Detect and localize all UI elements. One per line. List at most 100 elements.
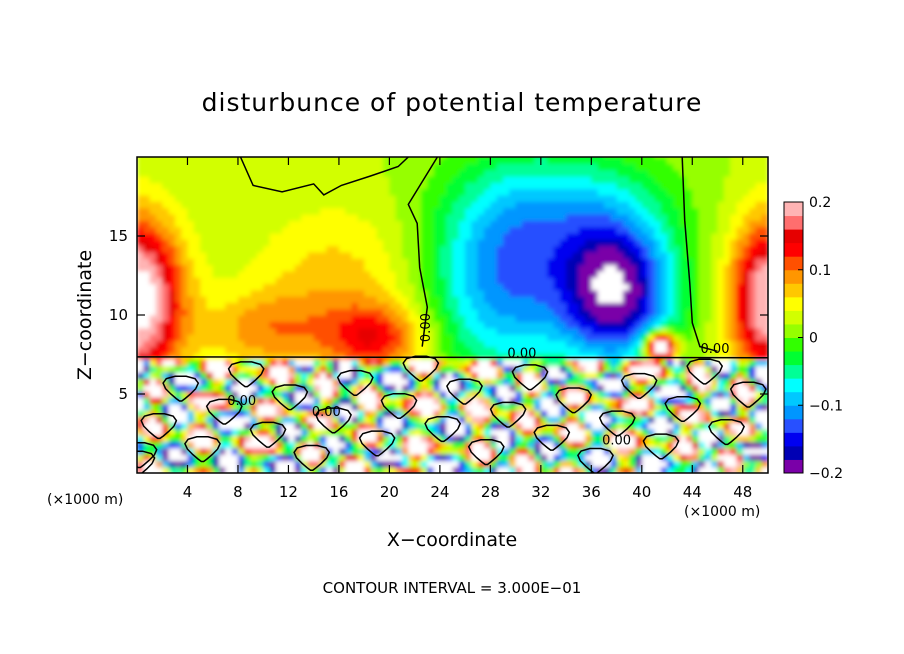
heatmap-cell: [414, 409, 422, 417]
heatmap-cell: [345, 264, 353, 272]
heatmap-cell: [269, 447, 277, 455]
heatmap-cell: [238, 220, 246, 228]
heatmap-cell: [357, 384, 365, 392]
heatmap-cell: [559, 188, 567, 196]
heatmap-cell: [629, 308, 637, 316]
heatmap-cell: [320, 296, 328, 304]
heatmap-cell: [250, 239, 258, 247]
heatmap-cell: [597, 409, 605, 417]
heatmap-cell: [540, 251, 548, 259]
heatmap-cell: [307, 422, 315, 430]
heatmap-cell: [351, 232, 359, 240]
heatmap-cell: [187, 182, 195, 190]
heatmap-cell: [402, 397, 410, 405]
heatmap-cell: [433, 327, 441, 335]
heatmap-cell: [231, 296, 239, 304]
heatmap-cell: [471, 201, 479, 209]
heatmap-cell: [503, 302, 511, 310]
heatmap-cell: [200, 327, 208, 335]
heatmap-cell: [206, 365, 214, 373]
heatmap-cell: [433, 245, 441, 253]
heatmap-cell: [408, 232, 416, 240]
heatmap-cell: [667, 232, 675, 240]
heatmap-cell: [591, 188, 599, 196]
heatmap-cell: [269, 251, 277, 259]
heatmap-cell: [225, 308, 233, 316]
heatmap-cell: [383, 460, 391, 468]
heatmap-cell: [496, 441, 504, 449]
heatmap-cell: [616, 226, 624, 234]
heatmap-cell: [168, 321, 176, 329]
heatmap-cell: [686, 239, 694, 247]
heatmap-cell: [288, 226, 296, 234]
heatmap-cell: [351, 384, 359, 392]
heatmap-cell: [509, 352, 517, 360]
heatmap-cell: [616, 327, 624, 335]
heatmap-cell: [200, 384, 208, 392]
heatmap-cell: [641, 416, 649, 424]
heatmap-cell: [742, 258, 750, 266]
heatmap-cell: [553, 176, 561, 184]
heatmap-cell: [219, 334, 227, 342]
heatmap-cell: [698, 352, 706, 360]
heatmap-cell: [162, 188, 170, 196]
heatmap-cell: [553, 308, 561, 316]
heatmap-cell: [143, 258, 151, 266]
heatmap-cell: [244, 239, 252, 247]
heatmap-cell: [509, 390, 517, 398]
heatmap-cell: [603, 302, 611, 310]
heatmap-cell: [496, 371, 504, 379]
heatmap-cell: [540, 447, 548, 455]
heatmap-cell: [572, 283, 580, 291]
heatmap-cell: [149, 334, 157, 342]
heatmap-cell: [591, 435, 599, 443]
heatmap-cell: [698, 226, 706, 234]
heatmap-cell: [320, 226, 328, 234]
heatmap-cell: [269, 163, 277, 171]
heatmap-cell: [200, 460, 208, 468]
heatmap-cell: [433, 207, 441, 215]
heatmap-cell: [477, 460, 485, 468]
heatmap-cell: [686, 207, 694, 215]
heatmap-cell: [704, 169, 712, 177]
heatmap-cell: [427, 239, 435, 247]
heatmap-cell: [742, 188, 750, 196]
heatmap-cell: [528, 232, 536, 240]
heatmap-cell: [351, 352, 359, 360]
heatmap-cell: [187, 239, 195, 247]
heatmap-cell: [193, 264, 201, 272]
heatmap-cell: [294, 283, 302, 291]
heatmap-cell: [521, 352, 529, 360]
heatmap-cell: [629, 213, 637, 221]
heatmap-cell: [282, 365, 290, 373]
heatmap-cell: [667, 201, 675, 209]
heatmap-cell: [749, 283, 757, 291]
heatmap-cell: [591, 157, 599, 165]
heatmap-cell: [313, 359, 321, 367]
heatmap-cell: [742, 315, 750, 323]
heatmap-cell: [534, 460, 542, 468]
heatmap-cell: [603, 466, 611, 473]
heatmap-cell: [559, 409, 567, 417]
heatmap-cell: [294, 270, 302, 278]
heatmap-cell: [402, 245, 410, 253]
heatmap-cell: [294, 251, 302, 259]
heatmap-cell: [673, 270, 681, 278]
heatmap-cell: [149, 416, 157, 424]
heatmap-cell: [603, 188, 611, 196]
heatmap-cell: [654, 264, 662, 272]
heatmap-cell: [155, 220, 163, 228]
heatmap-cell: [730, 378, 738, 386]
heatmap-cell: [351, 201, 359, 209]
heatmap-cell: [345, 397, 353, 405]
heatmap-cell: [559, 340, 567, 348]
heatmap-cell: [288, 409, 296, 417]
heatmap-cell: [641, 371, 649, 379]
heatmap-cell: [477, 403, 485, 411]
heatmap-cell: [383, 454, 391, 462]
heatmap-cell: [559, 176, 567, 184]
heatmap-cell: [256, 296, 264, 304]
heatmap-cell: [364, 340, 372, 348]
heatmap-cell: [452, 176, 460, 184]
heatmap-cell: [326, 435, 334, 443]
